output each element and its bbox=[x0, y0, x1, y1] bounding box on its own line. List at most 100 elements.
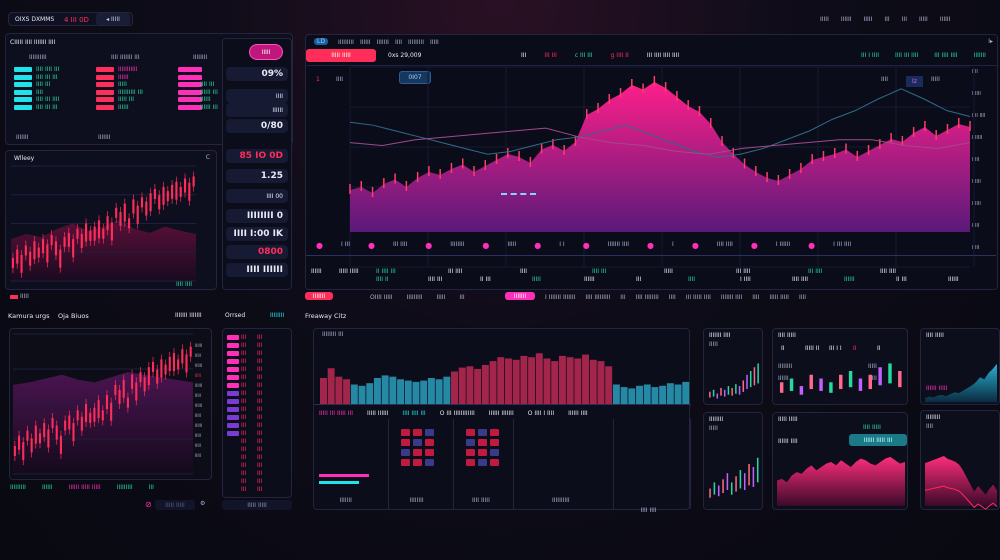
table-cell[interactable]: IIIII IIIII bbox=[339, 268, 359, 275]
card-button[interactable]: IIIIII IIIII III bbox=[849, 434, 907, 446]
table-cell[interactable]: II III bbox=[480, 276, 491, 283]
matrix-cell[interactable] bbox=[478, 439, 487, 446]
top-nav-item[interactable]: IIIII bbox=[863, 16, 873, 23]
toolbar-button[interactable]: IIII bbox=[798, 294, 807, 301]
card-label[interactable]: IIIII bbox=[868, 363, 877, 370]
menu-item[interactable]: IIIIIIIII bbox=[338, 39, 354, 46]
menu-item[interactable]: IIIIIIIII bbox=[408, 39, 424, 46]
table-cell[interactable]: IIIIII bbox=[948, 276, 959, 283]
indicator-icon[interactable]: ● bbox=[750, 241, 758, 250]
bottom-left-subtitle[interactable]: Oja Biuos bbox=[58, 312, 89, 320]
indicator-label[interactable]: III IIII bbox=[392, 241, 408, 248]
table-cell[interactable]: IIIIII bbox=[311, 268, 322, 275]
matrix-cell[interactable] bbox=[466, 439, 475, 446]
toolbar-button[interactable]: IIII IIIIIIII bbox=[635, 294, 659, 301]
top-nav-item[interactable]: III bbox=[884, 16, 890, 23]
card-label[interactable]: IIIII bbox=[868, 375, 877, 382]
table-cell[interactable]: IIII IIII bbox=[792, 276, 809, 283]
toolbar-button[interactable]: IIII IIIIIIIII bbox=[585, 294, 611, 301]
matrix-cell[interactable] bbox=[478, 459, 487, 466]
table-cell[interactable]: IIII bbox=[520, 268, 528, 275]
toolbar-button[interactable]: IIIIIII IIII bbox=[720, 294, 743, 301]
header-button[interactable]: ◂ IIIII bbox=[96, 13, 130, 25]
table-cell[interactable]: II IIII III bbox=[376, 268, 396, 275]
indicator-label[interactable]: I IIIIII bbox=[775, 241, 791, 248]
matrix-cell[interactable] bbox=[466, 459, 475, 466]
matrix-cell[interactable] bbox=[413, 429, 422, 436]
link-icon[interactable]: ⊘ bbox=[145, 500, 152, 509]
top-nav-item[interactable]: III bbox=[901, 16, 907, 23]
timeframe-select[interactable]: 0I07 bbox=[399, 71, 431, 84]
matrix-cell[interactable] bbox=[401, 439, 410, 446]
orders-footer[interactable]: IIIII IIIII bbox=[222, 500, 292, 510]
indicator-label[interactable]: IIII IIII bbox=[716, 241, 733, 248]
corner-icon[interactable]: Ⅰ▸ bbox=[988, 38, 993, 45]
table-cell[interactable]: IIIIII bbox=[844, 276, 855, 283]
card-label[interactable]: IIIIII bbox=[778, 375, 789, 382]
menu-item[interactable]: IIIIIII bbox=[376, 39, 389, 46]
toolbar-button[interactable]: I IIIIIII IIIIIII bbox=[545, 294, 576, 301]
top-nav-item[interactable]: IIIIII bbox=[840, 16, 852, 23]
indicator-icon[interactable]: ● bbox=[425, 241, 433, 250]
chart-control[interactable]: Iz bbox=[906, 76, 923, 87]
chart-control[interactable]: IIII bbox=[881, 76, 889, 83]
middle-tab[interactable]: IIIII III IIIII III bbox=[319, 410, 354, 417]
middle-tab[interactable]: O III IIIIIIIIIIII bbox=[439, 410, 475, 417]
matrix-cell[interactable] bbox=[478, 429, 487, 436]
matrix-cell[interactable] bbox=[413, 459, 422, 466]
top-nav-item[interactable]: IIIII bbox=[820, 16, 829, 23]
matrix-cell[interactable] bbox=[490, 459, 499, 466]
table-cell[interactable]: III IIII bbox=[448, 268, 463, 275]
table-cell[interactable]: III bbox=[636, 276, 642, 283]
indicator-icon[interactable]: ● bbox=[367, 241, 375, 250]
table-cell[interactable]: I IIII bbox=[740, 276, 751, 283]
toolbar-button[interactable]: IIIIIIIII bbox=[406, 294, 423, 301]
middle-tab[interactable]: O IIII I IIII bbox=[527, 410, 555, 417]
matrix-cell[interactable] bbox=[490, 439, 499, 446]
indicator-icon[interactable]: ● bbox=[691, 241, 699, 250]
middle-tab[interactable]: IIIIII IIIIIII bbox=[488, 410, 514, 417]
card-tag[interactable]: IIII bbox=[926, 423, 934, 430]
stat-value[interactable]: IIII IIIIII bbox=[226, 263, 288, 277]
matrix-cell[interactable] bbox=[425, 449, 434, 456]
table-cell[interactable]: IIII III bbox=[428, 276, 443, 283]
matrix-cell[interactable] bbox=[425, 429, 434, 436]
toolbar-button[interactable]: IIIII IIIII bbox=[769, 294, 789, 301]
card-field[interactable]: IIIIII IIII bbox=[778, 438, 798, 445]
matrix-cell[interactable] bbox=[425, 459, 434, 466]
trade-button[interactable]: IIIII IIIII bbox=[306, 49, 376, 62]
table-cell[interactable]: III IIII bbox=[736, 268, 751, 275]
table-cell[interactable]: IIII II bbox=[376, 276, 389, 283]
toolbar-button[interactable]: IIII bbox=[668, 294, 676, 301]
tab-ld[interactable]: LD bbox=[314, 38, 328, 45]
table-cell[interactable]: IIIIII bbox=[584, 276, 595, 283]
indicator-icon[interactable]: ● bbox=[534, 241, 542, 250]
indicator-label[interactable]: IIIII bbox=[507, 241, 517, 248]
pink-action-button[interactable]: IIIIIII bbox=[505, 292, 535, 300]
interval-label[interactable]: 1 bbox=[316, 76, 320, 83]
menu-item[interactable]: IIIIII bbox=[359, 39, 371, 46]
indicator-icon[interactable]: ● bbox=[482, 241, 490, 250]
chart-control[interactable]: IIIII bbox=[931, 76, 940, 83]
matrix-cell[interactable] bbox=[401, 459, 410, 466]
table-cell[interactable]: IIII bbox=[688, 276, 696, 283]
toolbar-button[interactable]: III bbox=[459, 294, 465, 301]
toolbar-button[interactable]: IIIII bbox=[436, 294, 446, 301]
toolbar-button[interactable]: III bbox=[620, 294, 626, 301]
matrix-cell[interactable] bbox=[466, 429, 475, 436]
matrix-cell[interactable] bbox=[490, 429, 499, 436]
red-action-button[interactable]: IIIIIII bbox=[305, 292, 333, 300]
indicator-icon[interactable]: ● bbox=[316, 241, 323, 250]
indicator-icon[interactable]: ● bbox=[808, 241, 816, 250]
card-label[interactable]: IIIIIIII bbox=[778, 363, 793, 370]
middle-tab[interactable]: IIIII IIIIII bbox=[367, 410, 389, 417]
indicator-label[interactable]: IIIIIII IIII bbox=[607, 241, 630, 248]
left-chart-corner[interactable]: C bbox=[205, 154, 210, 161]
table-cell[interactable]: IIIII bbox=[532, 276, 541, 283]
bottom-search[interactable]: IIIII IIIII bbox=[155, 500, 195, 510]
indicator-icon[interactable]: ● bbox=[647, 241, 655, 250]
stat-value[interactable]: IIII bbox=[226, 89, 288, 103]
top-nav-item[interactable]: IIIII bbox=[918, 16, 928, 23]
matrix-cell[interactable] bbox=[490, 449, 499, 456]
toolbar-button[interactable]: OIIII IIIII bbox=[370, 294, 393, 301]
